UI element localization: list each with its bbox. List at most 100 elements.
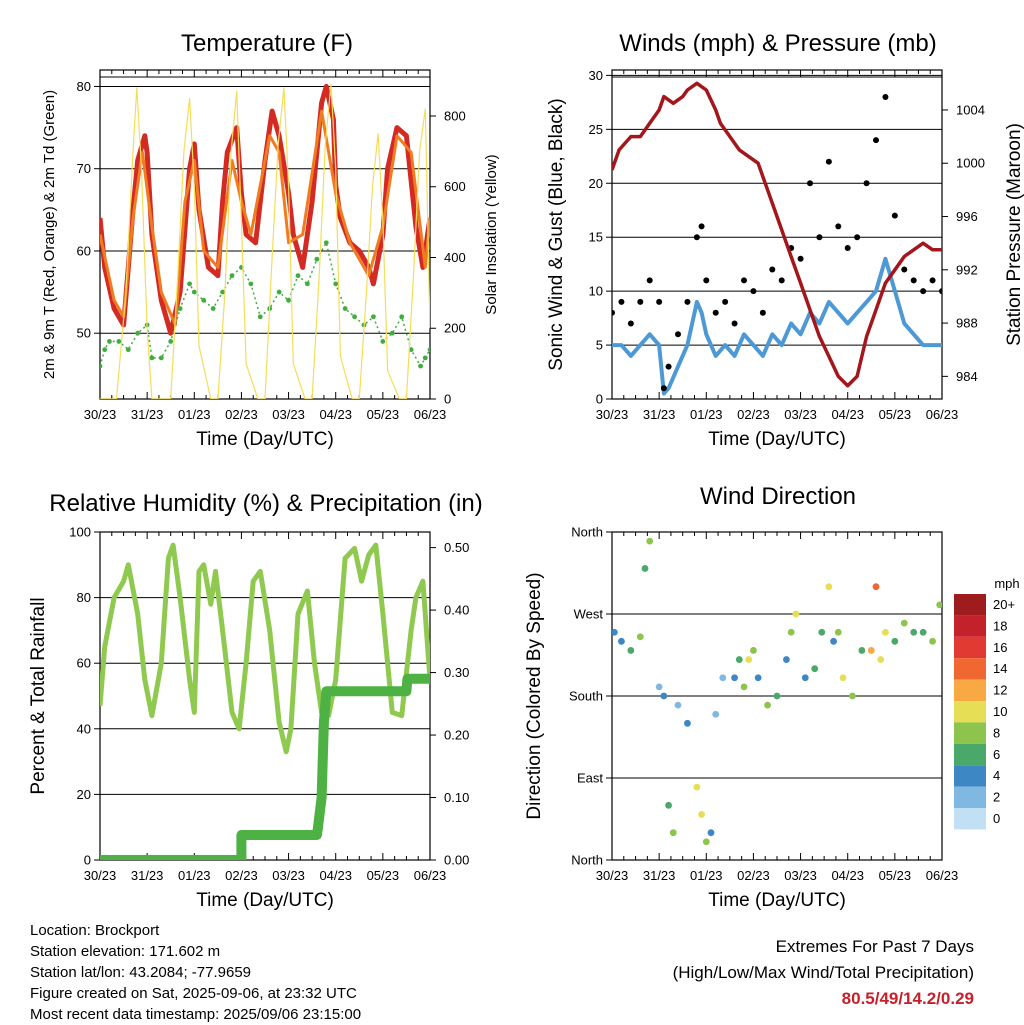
y-tick-label: 20 [77,787,91,802]
direction-point [754,674,762,682]
y-tick-label: 50 [77,326,91,341]
y-tick-label: 0 [84,853,91,868]
colorbar-label: 16 [993,640,1007,655]
x-tick-label: 03/23 [784,868,817,883]
figure-created: Figure created on Sat, 2025-09-06, at 23… [30,985,357,1002]
direction-point [818,628,826,636]
temp_2m-series-line [100,83,430,336]
direction-point [735,656,743,663]
x-tick-label: 06/23 [414,407,447,422]
plot-frame [611,69,943,400]
y-tick-label: 5 [596,338,603,353]
gust-point [825,158,832,165]
humidity-panel-title: Relative Humidity (%) & Precipitation (i… [49,490,482,517]
gust-point [660,385,667,392]
y-right-tick-label: 988 [956,316,978,331]
direction-point [839,674,847,682]
solar-series-line [100,83,430,399]
direction-point [773,692,781,700]
colorbar-swatch [954,658,986,680]
y-tick-label: 60 [77,656,91,671]
y-tick-label: 40 [77,721,91,736]
gust-point [797,255,804,262]
x-tick-label: 31/23 [131,868,164,883]
direction-point [867,647,875,654]
colorbar-label: 6 [993,747,1000,762]
x-tick-label: 31/23 [643,868,676,883]
pressure-series-line [612,81,942,388]
colorbar-swatch [954,808,986,830]
y-right-tick-label: 0.00 [444,853,469,868]
y-right-axis-label: Solar Insolation (Yellow) [483,154,500,314]
direction-point [674,701,682,709]
x-axis-label: Time (Day/UTC) [708,429,846,450]
colorbar-swatch [954,701,986,723]
y-tick-label: West [574,607,604,622]
x-axis-label: Time (Day/UTC) [196,890,334,911]
winds-panel-title: Winds (mph) & Pressure (mb) [619,30,936,57]
y-tick-label: 80 [77,590,91,605]
gust-point [693,234,700,241]
data-layer [100,83,430,399]
y-tick-label: 60 [77,243,91,258]
y-tick-label: 25 [589,122,603,137]
gust-point [646,277,653,284]
gust-point [929,277,936,284]
colorbar-label: 14 [993,661,1007,676]
y-tick-label: North [571,853,603,868]
x-tick-label: 31/23 [131,407,164,422]
direction-point [707,829,715,837]
humidity-series-line [100,542,430,755]
y-right-tick-label: 800 [444,108,466,123]
colorbar-label: 8 [993,725,1000,740]
direction-point [891,637,899,645]
direction-point [929,637,936,645]
direction-point [825,583,833,591]
direction-point [693,783,701,791]
y-right-tick-label: 0.30 [444,665,469,680]
direction-point [882,628,889,636]
y-right-tick-label: 200 [444,321,466,336]
y-tick-label: North [571,525,603,540]
x-tick-label: 30/23 [84,407,117,422]
y-axis-label: Direction (Colored By Speed) [524,572,545,819]
colorbar-label: 0 [993,811,1000,826]
x-tick-label: 03/23 [272,868,305,883]
colorbar-swatch [954,743,986,766]
y-tick-label: 70 [77,161,91,176]
gust-point [807,180,813,187]
station-location: Location: Brockport [30,922,160,939]
y-tick-label: 0 [596,392,603,407]
gust-point [637,298,644,305]
y-axis-label: Sonic Wind & Gust (Blue, Black) [546,98,567,370]
x-tick-label: 06/23 [926,868,959,883]
y-right-tick-label: 992 [956,262,978,277]
x-tick-label: 04/23 [831,407,864,422]
plot-frame [611,531,943,861]
direction-point [712,710,720,718]
colorbar-swatch [954,679,986,701]
y-right-tick-label: 600 [444,179,466,194]
direction-point [627,647,635,654]
gust-point [731,320,738,327]
direction-point [646,537,654,545]
y-tick-label: East [577,771,603,786]
gust-point [891,212,898,219]
direction-point [872,583,880,591]
gust-point [778,277,785,284]
colorbar-label: 12 [993,683,1007,698]
extremes-block: Extremes For Past 7 Days (High/Low/Max W… [673,934,974,1012]
rainfall-series-line [100,673,430,860]
y-right-axis-label: Station Pressure (Maroon) [1004,123,1024,346]
x-tick-label: 31/23 [643,407,676,422]
x-tick-label: 01/23 [178,407,211,422]
dewpoint-point [102,347,108,353]
colorbar-label: 2 [993,790,1000,805]
gust-point [769,266,776,273]
gust-point [920,288,927,295]
gust-point [703,277,710,284]
x-tick-label: 02/23 [225,868,258,883]
gust-point [901,266,908,273]
gust-point [844,244,851,251]
dewpoint-point [149,355,155,361]
